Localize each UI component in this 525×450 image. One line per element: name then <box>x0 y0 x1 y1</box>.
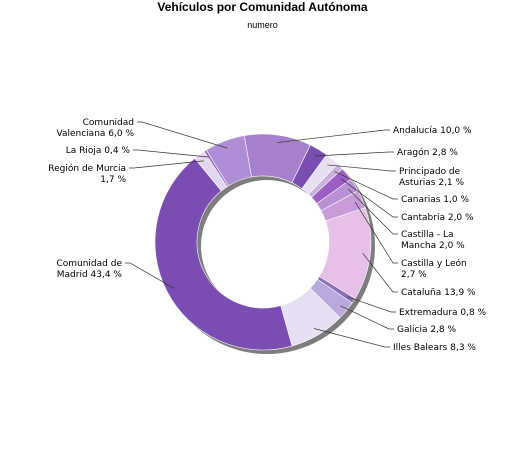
leader-region-de-murcia <box>129 160 204 169</box>
label-principado-de-asturias: Principado de Asturias 2,1 % <box>399 167 465 188</box>
label-la-rioja: La Rioja 0,4 % <box>66 146 131 156</box>
leader-andalucia <box>276 129 390 143</box>
label-aragon: Aragón 2,8 % <box>397 147 458 158</box>
label-castilla-la-mancha: Castilla - La Mancha 2,0 % <box>401 230 465 251</box>
label-canarias: Canarias 1,0 % <box>401 195 469 205</box>
label-illes-balears: Illes Balears 8,3 % <box>393 343 476 353</box>
leader-aragon <box>314 151 394 157</box>
leader-castilla-y-leon <box>354 201 398 264</box>
leader-galicia <box>340 305 394 330</box>
leader-principado-de-asturias <box>327 164 396 172</box>
slice-comunidad-de-madrid[interactable] <box>154 157 293 351</box>
label-cataluna: Cataluña 13,9 % <box>401 288 476 298</box>
label-extremadura: Extremadura 0,8 % <box>399 308 487 318</box>
slice-comunidad-valenciana[interactable] <box>205 135 252 187</box>
leader-comunidad-de-madrid <box>125 262 174 289</box>
label-comunidad-valenciana: Comunidad Valenciana 6,0 % <box>57 118 135 139</box>
leader-canarias <box>334 171 398 200</box>
label-cantabria: Cantabria 2,0 % <box>401 213 474 223</box>
label-region-de-murcia: Región de Murcia 1,7 % <box>48 163 126 185</box>
label-galicia: Galicia 2,8 % <box>397 325 456 335</box>
label-andalucia: Andalucía 10,0 % <box>393 126 472 136</box>
leader-cataluna <box>362 253 398 293</box>
leader-castilla-la-mancha <box>348 188 398 235</box>
leader-comunidad-valenciana <box>137 121 228 149</box>
label-comunidad-de-madrid: Comunidad de Madrid 43,4 % <box>56 259 122 280</box>
label-castilla-y-leon: Castilla y León 2,7 % <box>401 258 467 280</box>
leader-extremadura <box>347 296 396 313</box>
leader-cantabria <box>340 178 398 218</box>
leader-illes-balears <box>313 328 390 348</box>
chart-subtitle: numero <box>247 20 278 30</box>
leader-la-rioja <box>133 149 210 158</box>
chart-title: Vehículos por Comunidad Autónoma <box>157 0 368 14</box>
